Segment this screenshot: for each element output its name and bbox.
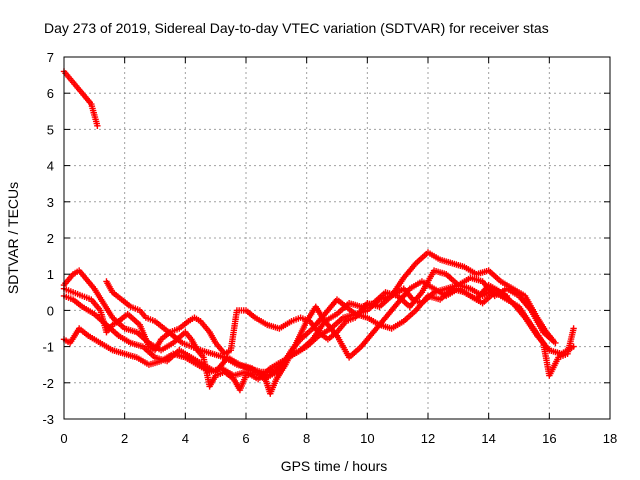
y-axis-label: SDTVAR / TECUs <box>5 182 21 294</box>
y-tick-label: -3 <box>42 412 54 427</box>
data-point-marker <box>549 336 556 343</box>
x-tick-label: 0 <box>60 431 67 446</box>
series-group <box>60 68 577 397</box>
x-axis-label: GPS time / hours <box>281 458 388 474</box>
y-tick-label: 1 <box>47 267 54 282</box>
y-tick-label: 6 <box>47 86 54 101</box>
data-point-marker <box>503 292 511 300</box>
x-tick-label: 4 <box>182 431 189 446</box>
x-tick-label: 12 <box>421 431 435 446</box>
x-tick-label: 6 <box>242 431 249 446</box>
x-tick-label: 18 <box>603 431 617 446</box>
x-tick-label: 14 <box>481 431 495 446</box>
y-tick-label: 7 <box>47 50 54 65</box>
y-tick-label: 0 <box>47 303 54 318</box>
y-tick-label: -1 <box>42 340 54 355</box>
data-point-marker <box>570 325 577 332</box>
x-tick-label: 8 <box>303 431 310 446</box>
y-tick-label: 2 <box>47 231 54 246</box>
x-tick-label: 2 <box>121 431 128 446</box>
y-tick-label: 3 <box>47 195 54 210</box>
y-tick-label: 5 <box>47 122 54 137</box>
data-point-marker <box>570 343 577 350</box>
data-point-marker <box>94 122 101 129</box>
x-tick-label: 16 <box>542 431 556 446</box>
series-track-1 <box>60 68 101 129</box>
y-tick-label: -2 <box>42 376 54 391</box>
y-tick-label: 4 <box>47 159 54 174</box>
series-track-6 <box>103 278 511 376</box>
chart-title: Day 273 of 2019, Sidereal Day-to-day VTE… <box>44 20 549 36</box>
data-point-marker <box>552 339 559 347</box>
x-tick-label: 10 <box>360 431 374 446</box>
series-track-5 <box>60 249 556 358</box>
